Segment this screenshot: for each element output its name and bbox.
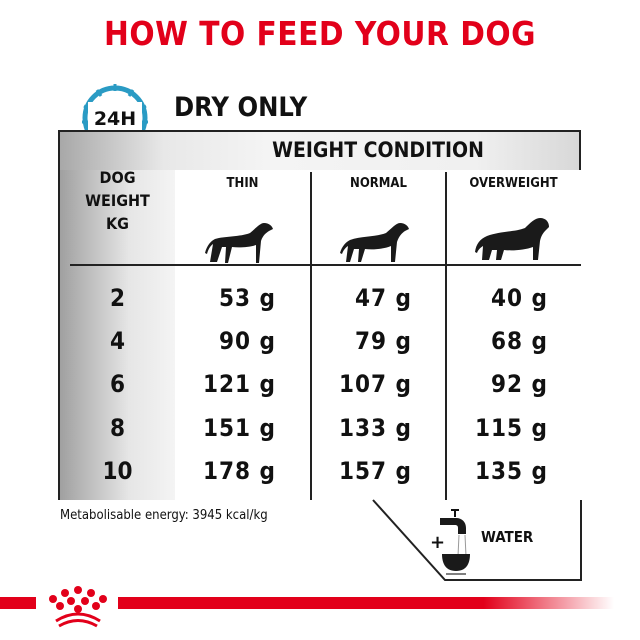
metabolisable-energy: Metabolisable energy: 3945 kcal/kg: [60, 508, 268, 523]
thin-amount: 121 g: [202, 370, 276, 398]
normal-amount: 107 g: [338, 370, 412, 398]
dog-weight-kg: 2: [109, 284, 126, 312]
weight-column-bg: [60, 170, 175, 500]
column-header-thin: THIN: [226, 176, 259, 191]
table-row: 2 53 g 47 g 40 g: [60, 284, 581, 327]
clock-label: 24H: [94, 108, 136, 130]
feeding-table: WEIGHT CONDITION DOG WEIGHT KG THIN NORM…: [58, 130, 581, 500]
thin-dog-icon: [205, 223, 273, 263]
thin-amount: 151 g: [202, 414, 276, 442]
normal-amount: 133 g: [338, 414, 412, 442]
row-header-line: DOG: [99, 168, 136, 187]
overweight-amount: 135 g: [474, 457, 548, 485]
dog-weight-kg: 8: [109, 414, 126, 442]
column-divider: [310, 172, 312, 500]
royal-canin-crown-logo: [49, 586, 107, 628]
table-row: 10 178 g 157 g 135 g: [60, 457, 581, 500]
table-row: 8 151 g 133 g 115 g: [60, 414, 581, 457]
header-divider: [70, 264, 581, 266]
table-body: [175, 170, 581, 500]
normal-amount: 47 g: [354, 284, 412, 312]
brand-stripe: [0, 597, 640, 609]
plus-sign: +: [430, 532, 445, 553]
column-header-normal: NORMAL: [350, 176, 407, 191]
row-header-line: KG: [106, 214, 129, 233]
thin-amount: 90 g: [218, 327, 276, 355]
feeding-type: DRY ONLY: [174, 92, 308, 123]
overweight-amount: 68 g: [490, 327, 548, 355]
overweight-amount: 40 g: [490, 284, 548, 312]
dog-weight-kg: 6: [109, 370, 126, 398]
normal-amount: 157 g: [338, 457, 412, 485]
thin-amount: 53 g: [218, 284, 276, 312]
dog-weight-kg: 4: [109, 327, 126, 355]
water-box: +: [372, 499, 582, 581]
column-header-overweight: OVERWEIGHT: [469, 176, 558, 191]
dog-weight-kg: 10: [102, 457, 133, 485]
weight-condition-header: WEIGHT CONDITION: [272, 138, 484, 162]
page-title: HOW TO FEED YOUR DOG: [104, 14, 536, 53]
table-row: 4 90 g 79 g 68 g: [60, 327, 581, 370]
tap-water-bowl-icon: [440, 509, 470, 575]
column-divider: [445, 172, 447, 500]
table-row: 6 121 g 107 g 92 g: [60, 370, 581, 413]
row-header-line: WEIGHT: [85, 191, 150, 210]
dog-weight-header: DOG WEIGHT KG: [60, 166, 175, 235]
thin-amount: 178 g: [202, 457, 276, 485]
overweight-amount: 92 g: [490, 370, 548, 398]
water-label: WATER: [481, 528, 534, 546]
normal-amount: 79 g: [354, 327, 412, 355]
normal-dog-icon: [340, 223, 409, 262]
overweight-amount: 115 g: [474, 414, 548, 442]
overweight-dog-icon: [475, 218, 549, 260]
